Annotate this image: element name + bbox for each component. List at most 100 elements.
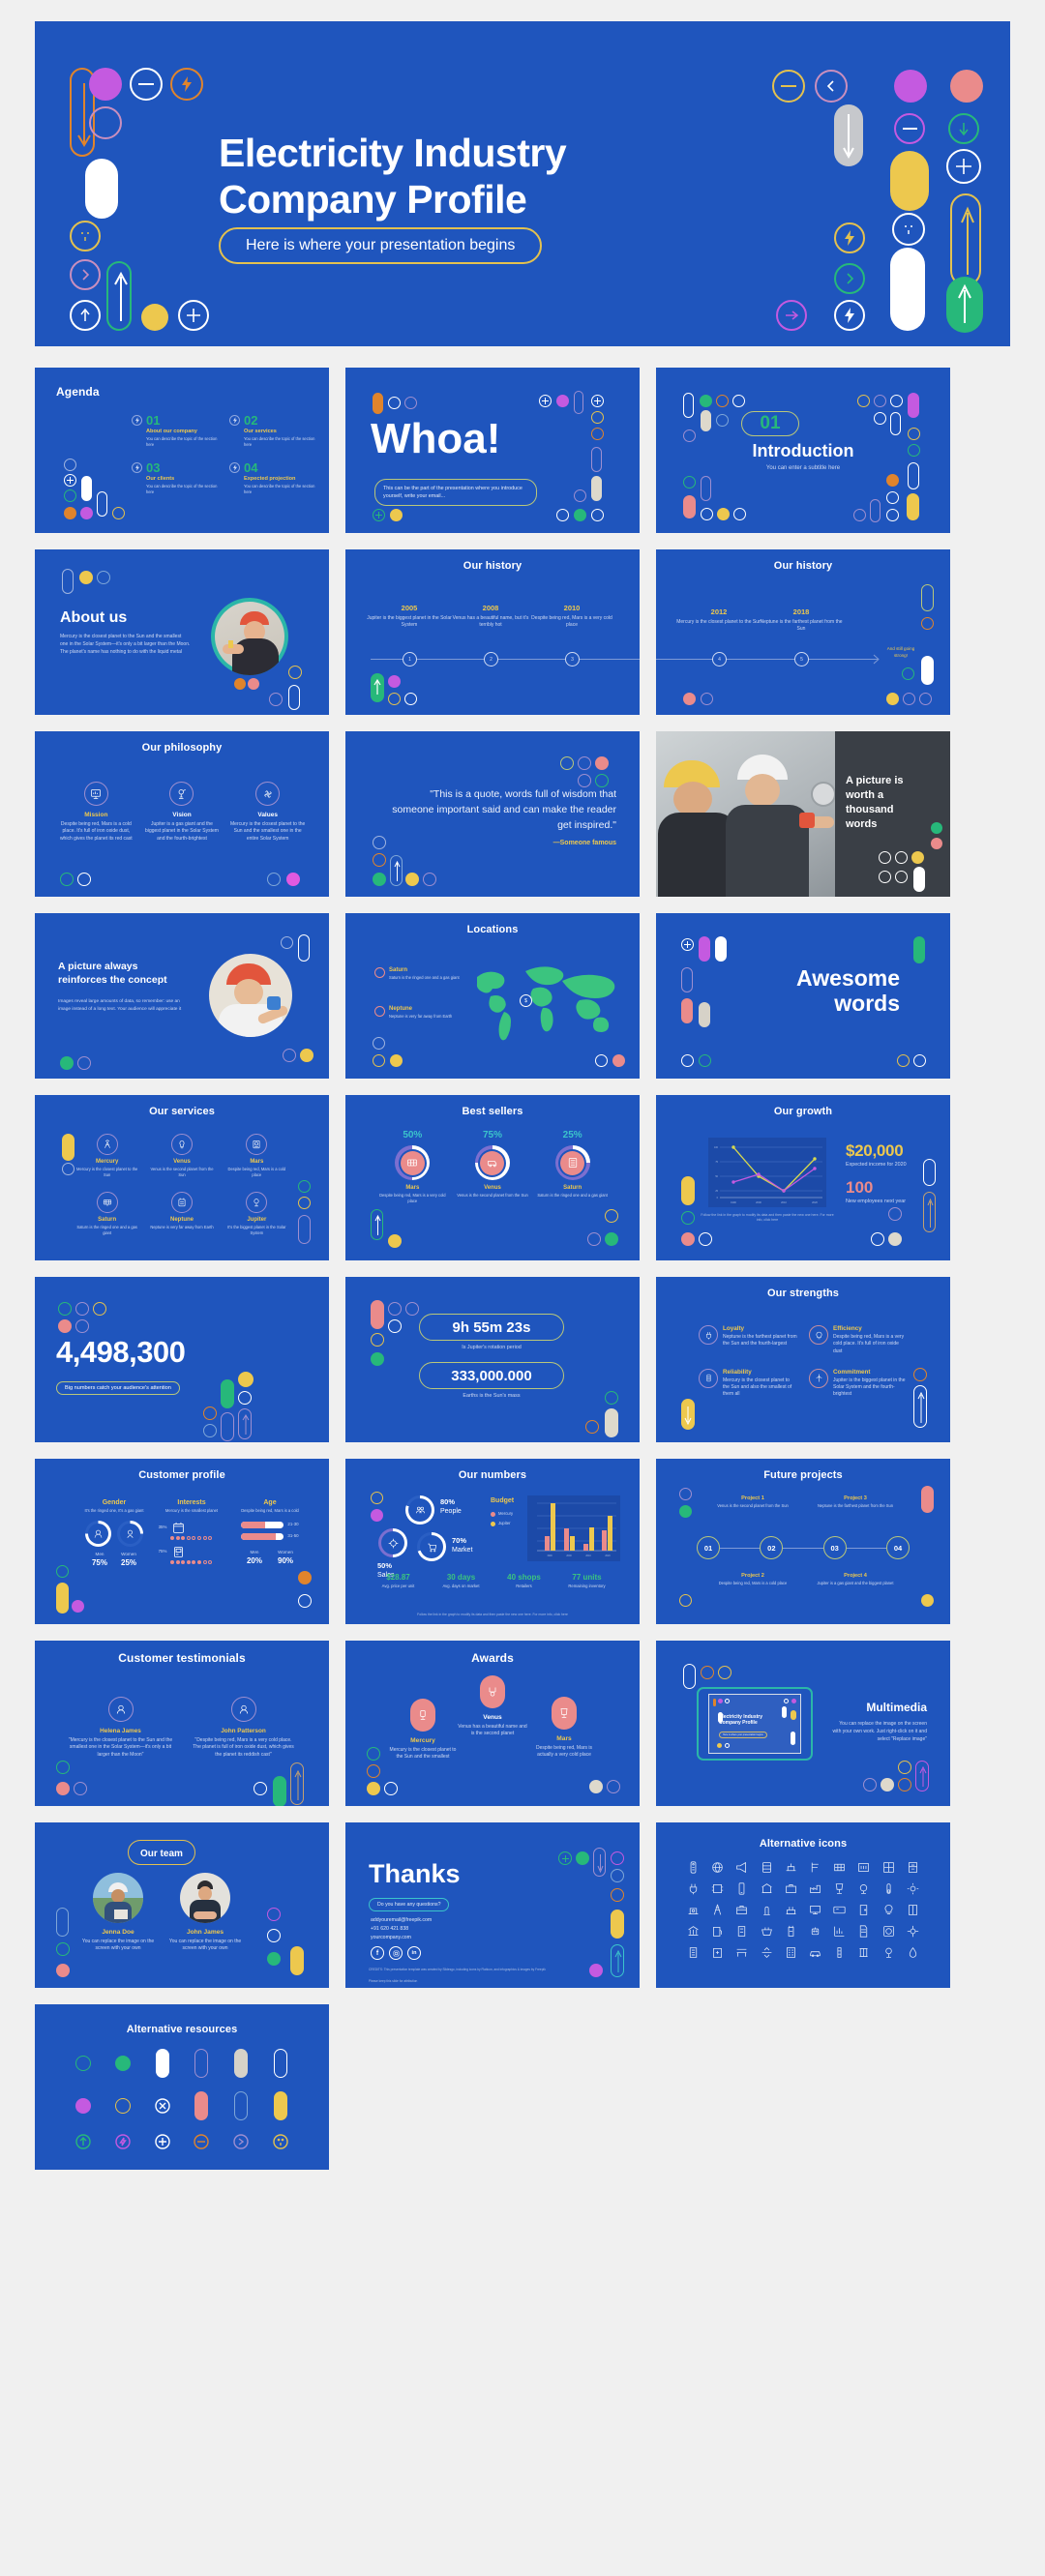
slide-alternative-resources[interactable]: Alternative resources [35, 2004, 329, 2170]
slide-about-us[interactable]: About us Mercury is the closest planet t… [35, 549, 329, 715]
slide-our-strengths[interactable]: Our strengths Loyalty Neptune is the far… [656, 1277, 950, 1442]
thanks-website[interactable]: yourcompany.com [371, 1935, 411, 1940]
agenda-item[interactable]: 02 Our services You can describe the top… [229, 414, 315, 448]
gender-men-value: 75% [91, 1557, 107, 1567]
strength-item[interactable]: Commitment Jupiter is the biggest planet… [809, 1368, 908, 1399]
slide-our-philosophy[interactable]: Our philosophy Mission Despite being red… [35, 731, 329, 897]
strength-item[interactable]: Loyalty Neptune is the farthest planet f… [699, 1325, 797, 1355]
testimonials-title: Customer testimonials [118, 1651, 246, 1665]
slide-best-sellers[interactable]: Best sellers 50% Mars Despite being red,… [345, 1095, 640, 1260]
slide-two-numbers[interactable]: 9h 55m 23s Is Jupiter's rotation period … [345, 1277, 640, 1442]
service-item[interactable]: Mercury Mercury is the closest planet to… [74, 1134, 140, 1178]
deco-ring-purple [578, 756, 591, 770]
timeline-event[interactable]: 2018 Neptune is the farthest planet from… [758, 607, 845, 634]
slide-picture-reinforces[interactable]: A picture always reinforces the concept … [35, 913, 329, 1079]
slide-awesome-words[interactable]: Awesome words [656, 913, 950, 1079]
timeline-node[interactable]: 4 [712, 652, 727, 666]
service-item[interactable]: Venus Venus is the second planet from th… [148, 1134, 215, 1178]
philosophy-column[interactable]: Mission Despite being red, Mars is a col… [58, 782, 134, 843]
award-item[interactable]: Mercury Mercury is the closest planet to… [386, 1699, 460, 1762]
team-member[interactable]: Jenna Doe You can replace the image on t… [79, 1873, 157, 1953]
award-item[interactable]: Mars Despite being red, Mars is actually… [527, 1697, 601, 1760]
testimonial-item[interactable]: Helena James "Mercury is the closest pla… [68, 1697, 173, 1759]
philosophy-column[interactable]: Vision Jupiter is a gas giant and the bi… [144, 782, 221, 843]
gender-group[interactable]: Gender It's the ringed one, It's a gas g… [75, 1499, 153, 1567]
hero-slide[interactable]: Electricity Industry Company Profile Her… [35, 21, 1010, 346]
book-icon [908, 1905, 917, 1915]
agenda-item[interactable]: 03 Our clients You can describe the topi… [132, 461, 218, 495]
slide-thanks[interactable]: Thanks Do you have any questions? addyou… [345, 1822, 640, 1988]
donut-sales [378, 1528, 407, 1557]
slide-introduction[interactable]: 01 Introduction You can enter a subtitle… [656, 368, 950, 533]
timeline-event[interactable]: 2010 Despite being red, Mars is a very c… [527, 604, 616, 630]
deco-pill-purple [908, 393, 919, 418]
slide-our-history-1[interactable]: Our history 2005 Jupiter is the biggest … [345, 549, 640, 715]
linkedin-icon[interactable]: in [407, 1946, 421, 1960]
service-item[interactable]: Neptune Neptune is very far away from Ea… [148, 1191, 215, 1236]
facebook-icon[interactable]: f [371, 1946, 384, 1960]
team-member[interactable]: John James You can replace the image on … [166, 1873, 244, 1953]
slide-quote[interactable]: "This is a quote, words full of wisdom t… [345, 731, 640, 897]
slide-future-projects[interactable]: Future projects Project 1 Venus is the s… [656, 1459, 950, 1624]
agenda-item[interactable]: 01 About our company You can describe th… [132, 414, 218, 448]
strength-item[interactable]: Reliability Mercury is the closest plane… [699, 1368, 797, 1399]
project-node[interactable]: 04 [885, 1536, 910, 1559]
deco-pill-green [371, 673, 384, 702]
service-item[interactable]: Mars Despite being red, Mars is a cold p… [224, 1134, 290, 1178]
location-label: Saturn [389, 967, 408, 973]
slide-alternative-icons[interactable]: Alternative icons [656, 1822, 950, 1988]
timeline-event[interactable]: 2005 Jupiter is the biggest planet in th… [365, 604, 454, 630]
lamp-icon [246, 1191, 268, 1213]
slide-our-growth[interactable]: Our growth 1990 2000 2010 2020 100 75 50 25 0 [656, 1095, 950, 1260]
slide-our-team[interactable]: Our team Jenna Doe You can replace the i… [35, 1822, 329, 1988]
award-item[interactable]: Venus Venus has a beautiful name and is … [456, 1675, 529, 1738]
timeline-node[interactable]: 1 [403, 652, 417, 666]
strength-item[interactable]: Efficiency Despite being red, Mars is a … [809, 1325, 908, 1355]
service-desc: Saturn is the ringed one and a gas giant [76, 1224, 137, 1235]
timeline-event[interactable]: 2012 Mercury is the closest planet to th… [675, 607, 762, 626]
svg-text:100: 100 [714, 1146, 719, 1149]
multimedia-title: Multimedia [866, 1701, 927, 1714]
solar-panel-icon [834, 1863, 846, 1872]
timeline-event[interactable]: 2008 Venus has a beautiful name, but it'… [446, 604, 535, 630]
project-node[interactable]: 03 [822, 1536, 847, 1559]
best-seller-item[interactable]: 50% Mars Despite being red, Mars is a ve… [376, 1130, 449, 1204]
slide-whoa[interactable]: Whoa! This can be the part of the presen… [345, 368, 640, 533]
slide-awards[interactable]: Awards Mercury Mercury is the closest pl… [345, 1641, 640, 1806]
philosophy-column[interactable]: Values Mercury is the closest planet to … [229, 782, 306, 843]
best-seller-item[interactable]: 25% Saturn Saturn is the ringed one and … [536, 1130, 609, 1204]
best-seller-percent: 25% [562, 1130, 582, 1140]
slide-multimedia[interactable]: Electricity Industry Company Profile Her… [656, 1641, 950, 1806]
thanks-phone[interactable]: +91 620 421 838 [371, 1926, 409, 1932]
timeline-node[interactable]: 2 [484, 652, 498, 666]
instagram-icon[interactable] [389, 1946, 403, 1960]
slide-customer-testimonials[interactable]: Customer testimonials Helena James "Merc… [35, 1641, 329, 1806]
deco-minus-icon [75, 1302, 89, 1316]
slide-our-numbers[interactable]: Our numbers 80% People 50% Sales 70% Mar… [345, 1459, 640, 1624]
slide-our-history-2[interactable]: Our history 2012 Mercury is the closest … [656, 549, 950, 715]
slide-our-services[interactable]: Our services Mercury Mercury is the clos… [35, 1095, 329, 1260]
location-item[interactable]: Neptune Neptune is very far away from Ea… [374, 1006, 460, 1020]
best-seller-item[interactable]: 75% Venus Venus is the second planet fro… [457, 1130, 529, 1204]
project-node[interactable]: 01 [697, 1536, 720, 1559]
map-marker[interactable]: $ [520, 994, 532, 1007]
slide-big-number[interactable]: 4,498,300 Big numbers catch your audienc… [35, 1277, 329, 1442]
age-bar-2 [241, 1532, 284, 1540]
timeline-node[interactable]: 3 [565, 652, 580, 666]
timeline-node[interactable]: 5 [794, 652, 809, 666]
slide-picture-worth[interactable]: A picture is worth a thousand words [656, 731, 950, 897]
event-desc: Mercury is the closest planet to the Sun [676, 619, 761, 625]
deco-pill-arrow-up [913, 1385, 927, 1428]
slide-agenda[interactable]: Agenda 01 About our company You can desc… [35, 368, 329, 533]
slide-locations[interactable]: Locations Saturn Saturn is the ringed on… [345, 913, 640, 1079]
location-item[interactable]: Saturn Saturn is the ringed one and a ga… [374, 967, 460, 981]
slide-customer-profile[interactable]: Customer profile Gender It's the ringed … [35, 1459, 329, 1624]
age-group[interactable]: Age Despite being red, Mars is a cold 21… [228, 1499, 312, 1565]
thanks-email[interactable]: addyouremail@freepik.com [371, 1917, 433, 1923]
interests-group[interactable]: Interests Mercury is the smallest planet… [153, 1499, 230, 1564]
service-item[interactable]: Jupiter It's the biggest planet in the S… [224, 1191, 290, 1236]
project-node[interactable]: 02 [760, 1536, 784, 1559]
service-item[interactable]: Saturn Saturn is the ringed one and a ga… [74, 1191, 140, 1236]
agenda-item[interactable]: 04 Expected projection You can describe … [229, 461, 315, 495]
testimonial-item[interactable]: John Patterson "Despite being red, Mars … [191, 1697, 296, 1759]
